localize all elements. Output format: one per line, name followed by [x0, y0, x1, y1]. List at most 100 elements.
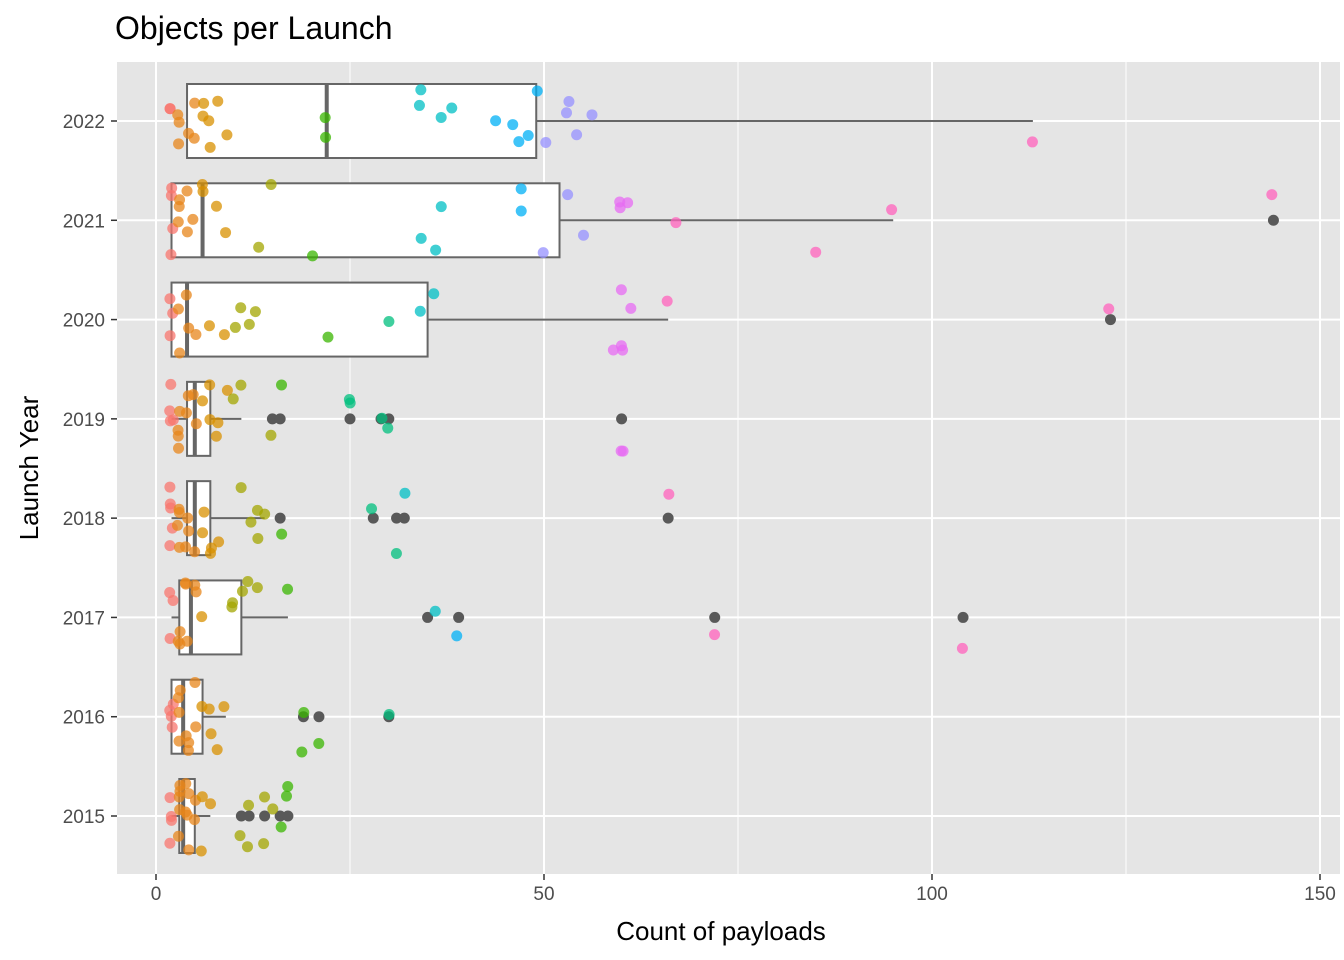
jitter-point — [515, 183, 527, 195]
jitter-point — [179, 577, 191, 589]
jitter-point — [507, 119, 519, 131]
y-axis: 2015 2016 2017 2018 2019 2020 2021 2022 — [63, 112, 117, 828]
jitter-point — [211, 744, 223, 756]
jitter-point — [435, 111, 447, 123]
jitter-point — [661, 295, 673, 307]
jitter-point — [615, 284, 627, 296]
box-iqr — [186, 83, 538, 159]
jitter-point — [586, 109, 598, 121]
y-tick-label: 2019 — [63, 410, 105, 431]
jitter-point — [298, 706, 310, 718]
jitter-point — [282, 583, 294, 595]
jitter-point — [415, 84, 427, 96]
jitter-point — [1026, 136, 1038, 148]
jitter-point — [313, 738, 325, 750]
jitter-point — [235, 302, 247, 314]
jitter-point — [173, 138, 185, 150]
jitter-point — [343, 394, 355, 406]
jitter-point — [173, 706, 185, 718]
jitter-point — [164, 498, 176, 510]
jitter-point — [190, 721, 202, 733]
jitter-point — [259, 508, 271, 520]
jitter-point — [1103, 303, 1115, 315]
jitter-point — [282, 780, 294, 792]
outlier-point — [274, 413, 286, 425]
jitter-point — [210, 200, 222, 212]
jitter-point — [204, 141, 216, 153]
x-tick-label: 50 — [533, 884, 554, 905]
jitter-point — [189, 546, 201, 558]
jitter-point — [540, 137, 552, 149]
jitter-point — [172, 303, 184, 315]
jitter-point — [190, 329, 202, 341]
outlier-point — [344, 413, 356, 425]
y-tick-label: 2022 — [63, 112, 105, 133]
jitter-point — [320, 131, 332, 143]
jitter-point — [197, 527, 209, 539]
jitter-point — [198, 506, 210, 518]
outlier-point — [616, 413, 628, 425]
jitter-point — [281, 790, 293, 802]
jitter-point — [276, 379, 288, 391]
jitter-point — [229, 321, 241, 333]
y-tick-label: 2016 — [63, 708, 105, 729]
jitter-point — [243, 799, 255, 811]
outlier-point — [709, 611, 721, 623]
jitter-point — [625, 302, 637, 314]
x-tick-label: 150 — [1304, 884, 1336, 905]
jitter-point — [221, 129, 233, 141]
jitter-point — [180, 407, 192, 419]
jitter-point — [227, 393, 239, 405]
jitter-point — [428, 288, 440, 300]
jitter-point — [172, 216, 184, 228]
jitter-point — [615, 445, 627, 457]
jitter-point — [212, 95, 224, 107]
jitter-point — [382, 422, 394, 434]
jitter-point — [234, 830, 246, 842]
jitter-point — [429, 605, 441, 617]
outlier-point — [957, 611, 969, 623]
jitter-point — [173, 442, 185, 454]
jitter-point — [203, 320, 215, 332]
jitter-point — [164, 587, 176, 599]
jitter-point — [164, 405, 176, 417]
jitter-point — [212, 417, 224, 429]
jitter-point — [218, 329, 230, 341]
jitter-point — [188, 132, 200, 144]
jitter-point — [164, 837, 176, 849]
jitter-point — [197, 395, 209, 407]
jitter-point — [187, 389, 199, 401]
jitter-point — [414, 305, 426, 317]
jitter-point — [164, 293, 176, 305]
jitter-point — [205, 728, 217, 740]
jitter-point — [251, 582, 263, 594]
jitter-point — [515, 205, 527, 217]
jitter-point — [886, 204, 898, 216]
jitter-point — [221, 384, 233, 396]
jitter-point — [204, 547, 216, 559]
jitter-point — [235, 379, 247, 391]
jitter-point — [307, 250, 319, 262]
jitter-point — [203, 115, 215, 127]
jitter-point — [319, 112, 331, 124]
jitter-point — [322, 331, 334, 343]
jitter-point — [245, 516, 257, 528]
jitter-point — [578, 229, 590, 241]
jitter-point — [205, 798, 217, 810]
jitter-point — [249, 306, 261, 318]
jitter-point — [167, 414, 179, 426]
jitter-point — [210, 430, 222, 442]
jitter-point — [571, 129, 583, 141]
jitter-point — [180, 806, 192, 818]
jitter-point — [622, 197, 634, 209]
jitter-point — [390, 547, 402, 559]
y-tick-label: 2015 — [63, 807, 105, 828]
jitter-point — [165, 249, 177, 261]
jitter-point — [181, 226, 193, 238]
outlier-point — [398, 512, 410, 524]
jitter-point — [252, 532, 264, 544]
jitter-point — [189, 676, 201, 688]
jitter-point — [415, 232, 427, 244]
x-tick-label: 100 — [916, 884, 948, 905]
